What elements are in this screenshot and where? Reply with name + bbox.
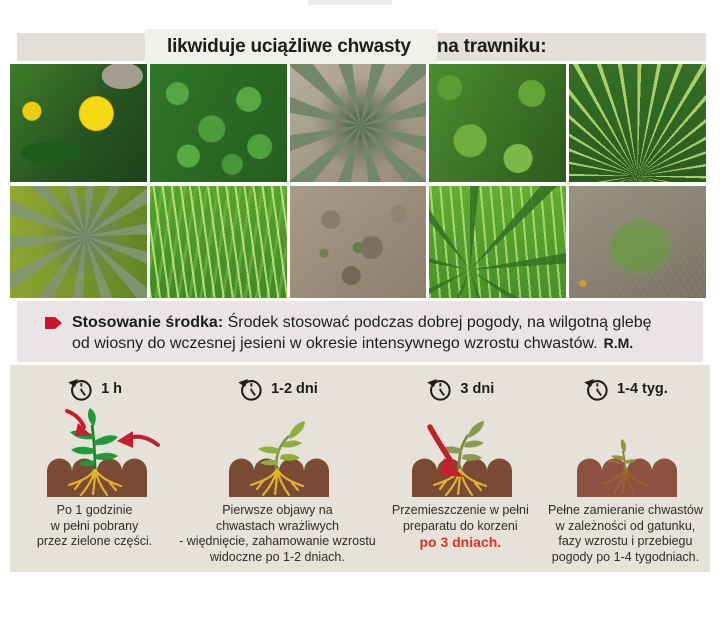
- photo-ground-ivy: [429, 64, 567, 182]
- timer-row: 1 h: [67, 374, 122, 404]
- photo-rosette-in-moss: [10, 186, 147, 298]
- header-band: likwiduje uciążliwe chwasty na trawniku:: [17, 29, 706, 64]
- red-tag-icon: [45, 317, 62, 329]
- usage-line-1: Stosowanie środka: Środek stosować podcz…: [72, 312, 652, 333]
- author-initials: R.M.: [603, 335, 634, 351]
- photo-dandelion: [10, 64, 147, 182]
- header-highlight-strip: [145, 29, 437, 64]
- usage-note: Stosowanie środka: Środek stosować podcz…: [17, 301, 703, 362]
- photo-grass-clump: [569, 64, 706, 182]
- scan-artifact: [308, 0, 392, 5]
- headline-weeds: likwiduje uciążliwe chwasty: [167, 36, 411, 57]
- timer-row: 3 dni: [426, 374, 494, 404]
- step-caption: Pierwsze objawy na chwastach wrażliwych …: [179, 503, 376, 564]
- photo-horsetail: [569, 186, 706, 298]
- usage-line-2: od wiosny do wczesnej jesieni w okresie …: [72, 335, 634, 352]
- step-caption: Przemieszczenie w pełni preparatu do kor…: [391, 503, 529, 550]
- usage-lead: Stosowanie środka:: [72, 314, 224, 331]
- stopwatch-icon: [427, 378, 452, 401]
- step-caption: Pełne zamieranie chwastów w zależności o…: [547, 503, 703, 564]
- timeline-step-1h: 1 h Po 1 godzinie: [14, 365, 175, 572]
- illustration-dead-plant: [577, 439, 678, 497]
- photo-plantain-rosette: [289, 64, 427, 182]
- timer-row: 1-4 tyg.: [583, 374, 668, 404]
- stopwatch-icon: [68, 378, 92, 401]
- illustration-wilting-plant: [229, 421, 330, 497]
- photo-couch-grass: [149, 186, 287, 298]
- timeline-step-1-4-weeks: 1-4 tyg. Pełne zamieranie chwastów w zal…: [545, 365, 706, 572]
- timeline-step-1-2-days: 1-2 dni Pierwsze objawy na chwastach wra…: [179, 365, 376, 572]
- weed-photo-grid: [10, 64, 706, 298]
- stopwatch-icon: [238, 378, 262, 401]
- timer-row: 1-2 dni: [237, 374, 318, 404]
- step-caption: Po 1 godzinie w pełni pobrany przez ziel…: [36, 503, 153, 548]
- illustration-absorbing-through-leaves: [46, 408, 160, 497]
- usage-line-1-rest: Środek stosować podczas dobrej pogody, n…: [223, 314, 652, 331]
- usage-note-text: Stosowanie środka: Środek stosować podcz…: [72, 312, 652, 354]
- photo-cleavers-grass: [429, 186, 567, 298]
- duration-label: 1 h: [101, 381, 123, 397]
- duration-label: 1-2 dni: [271, 381, 318, 397]
- stopwatch-icon: [584, 378, 608, 401]
- duration-label: 1-4 tyg.: [617, 381, 668, 397]
- photo-weedy-bare-soil: [289, 186, 427, 298]
- action-timeline: 1 h Po 1 godzinie: [10, 365, 710, 572]
- timeline-step-3-days: 3 dni Przemieszczenie w pełni preparatu …: [380, 365, 541, 572]
- illustration-arrow-to-roots: [412, 421, 513, 497]
- headline-lawn: na trawniku:: [436, 36, 547, 57]
- photo-clover: [149, 64, 287, 182]
- duration-label: 3 dni: [460, 381, 495, 397]
- highlight-after-3-days: po 3 dniach.: [419, 534, 502, 550]
